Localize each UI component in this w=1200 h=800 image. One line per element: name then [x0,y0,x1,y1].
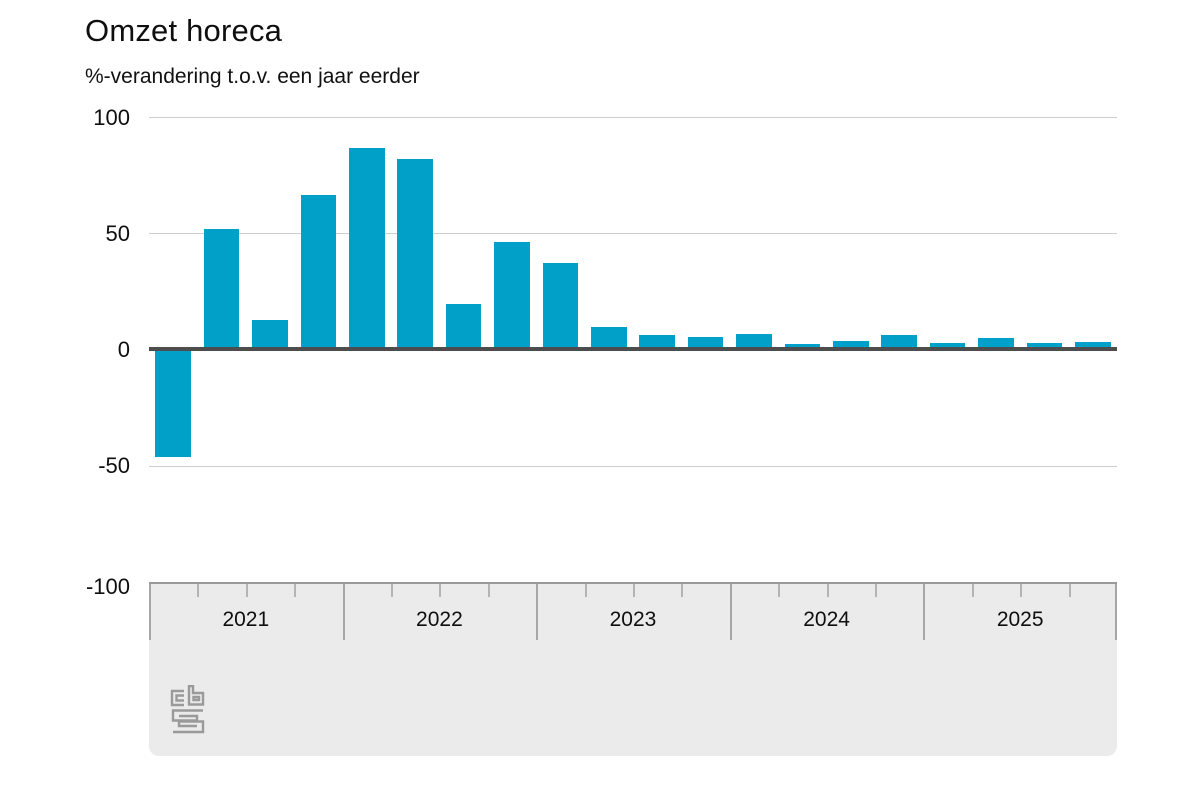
quarter-tick [439,584,442,597]
y-axis-label-0: 0 [117,337,130,362]
chart-title: Omzet horeca [85,13,283,48]
year-label-2022: 2022 [416,608,463,631]
bar-2023-k3 [639,334,675,351]
year-label-2021: 2021 [222,608,270,631]
chart-subtitle: %-verandering t.o.v. een jaar eerder [85,65,420,88]
quarter-tick [875,584,877,597]
bar-2021-k4 [300,195,337,351]
cbs-logo-icon [170,685,205,734]
y-axis-label--100: -100 [85,573,130,599]
bar-2021-k1 [155,350,191,457]
x-axis-band: 2021 2022 2023 2024 2025 [149,582,1117,756]
bar-2024-k4 [881,334,917,351]
quarter-tick [487,584,490,597]
year-divider [149,584,151,640]
bar-2024-k1 [736,333,772,351]
quarter-tick [294,584,297,597]
quarter-tick [1068,584,1071,597]
quarter-tick [391,584,393,597]
year-divider [342,584,345,640]
bar-2021-k2 [203,229,240,351]
year-label-2025: 2025 [996,608,1044,631]
bar-2023-k2 [591,326,627,351]
bar-2022-k3 [445,303,482,351]
quarter-tick [584,584,587,597]
bar-2021-k3 [252,319,288,351]
year-label-2023: 2023 [609,608,657,631]
gridline-50 [149,233,1117,235]
bar-2022-k4 [494,241,530,351]
gridline--50 [149,465,1117,467]
year-divider [923,584,926,640]
quarter-tick [633,584,635,597]
bar-2024-k3 [833,340,869,351]
quarter-tick [1020,584,1023,597]
quarter-tick [681,584,684,597]
quarter-tick [197,584,200,597]
year-divider [729,584,732,640]
year-divider [536,584,539,640]
bar-2025-k4 [1075,341,1111,351]
y-axis-label-50: 50 [105,220,130,246]
bar-2022-k1 [349,147,385,351]
quarter-tick [971,584,974,597]
y-axis-label--50: -50 [98,453,130,479]
y-axis-label-100: 100 [93,104,130,130]
bar-2022-k2 [397,159,433,351]
quarter-tick [778,584,781,597]
year-divider [1115,584,1117,640]
quarter-tick [245,584,248,597]
gridline-100 [149,117,1117,118]
year-label-2024: 2024 [803,608,850,631]
bar-2023-k1 [542,262,579,351]
zero-axis-line [149,347,1117,351]
quarter-tick [826,584,829,597]
